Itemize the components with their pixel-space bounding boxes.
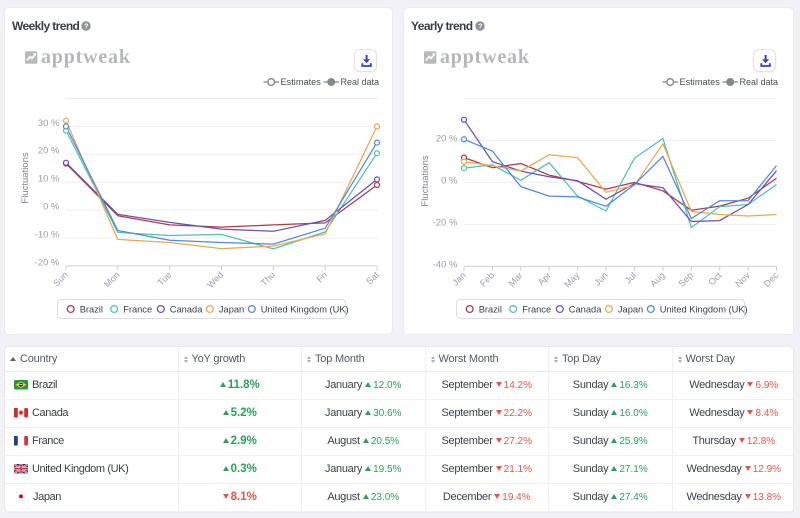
svg-text:May: May — [562, 270, 582, 290]
svg-text:Feb: Feb — [478, 270, 496, 288]
svg-text:Jan: Jan — [450, 270, 468, 288]
svg-text:United Kingdom (UK): United Kingdom (UK) — [261, 304, 349, 314]
svg-text:Aug: Aug — [648, 270, 667, 289]
svg-text:United Kingdom (UK): United Kingdom (UK) — [660, 304, 748, 314]
svg-text:Tue: Tue — [156, 270, 174, 288]
svg-text:Apr: Apr — [536, 270, 553, 287]
svg-text:?: ? — [478, 22, 483, 31]
svg-text:Nov: Nov — [733, 270, 752, 289]
svg-text:Fri: Fri — [314, 270, 329, 285]
svg-text:Mar: Mar — [506, 270, 524, 288]
svg-text:Fluctuations: Fluctuations — [420, 155, 431, 206]
svg-text:-10 %: -10 % — [35, 229, 60, 240]
svg-text:France: France — [123, 304, 152, 314]
svg-text:20 %: 20 % — [38, 146, 60, 157]
svg-text:apptweak: apptweak — [41, 49, 131, 68]
svg-text:10 %: 10 % — [38, 174, 60, 185]
svg-text:?: ? — [84, 22, 89, 31]
svg-text:Sun: Sun — [51, 270, 70, 289]
svg-text:Estimates: Estimates — [281, 77, 322, 87]
svg-text:-20 %: -20 % — [35, 257, 60, 268]
svg-text:Jun: Jun — [592, 270, 610, 288]
svg-text:Canada: Canada — [569, 304, 602, 314]
svg-text:0 %: 0 % — [441, 175, 458, 186]
svg-text:Dec: Dec — [762, 270, 781, 289]
svg-text:Brazil: Brazil — [479, 304, 502, 314]
svg-text:France: France — [522, 304, 551, 314]
svg-text:Sat: Sat — [364, 269, 381, 286]
svg-text:Canada: Canada — [170, 304, 203, 314]
svg-text:Thu: Thu — [259, 270, 277, 288]
svg-text:Japan: Japan — [219, 304, 244, 314]
svg-text:Japan: Japan — [618, 304, 643, 314]
svg-text:-40 %: -40 % — [433, 259, 458, 270]
svg-text:Real data: Real data — [341, 77, 380, 87]
svg-text:Fluctuations: Fluctuations — [20, 152, 31, 203]
svg-text:Jul: Jul — [623, 270, 638, 285]
svg-text:Wed: Wed — [205, 270, 225, 290]
svg-text:Brazil: Brazil — [80, 304, 103, 314]
svg-text:Sep: Sep — [677, 270, 696, 289]
svg-text:apptweak: apptweak — [440, 49, 530, 68]
svg-text:Mon: Mon — [102, 270, 122, 290]
svg-text:30 %: 30 % — [38, 118, 60, 129]
svg-text:-20 %: -20 % — [433, 217, 458, 228]
svg-text:20 %: 20 % — [436, 133, 458, 144]
svg-text:Real data: Real data — [740, 77, 779, 87]
svg-text:Estimates: Estimates — [680, 77, 721, 87]
svg-text:0 %: 0 % — [43, 202, 60, 213]
svg-text:Oct: Oct — [706, 270, 723, 287]
